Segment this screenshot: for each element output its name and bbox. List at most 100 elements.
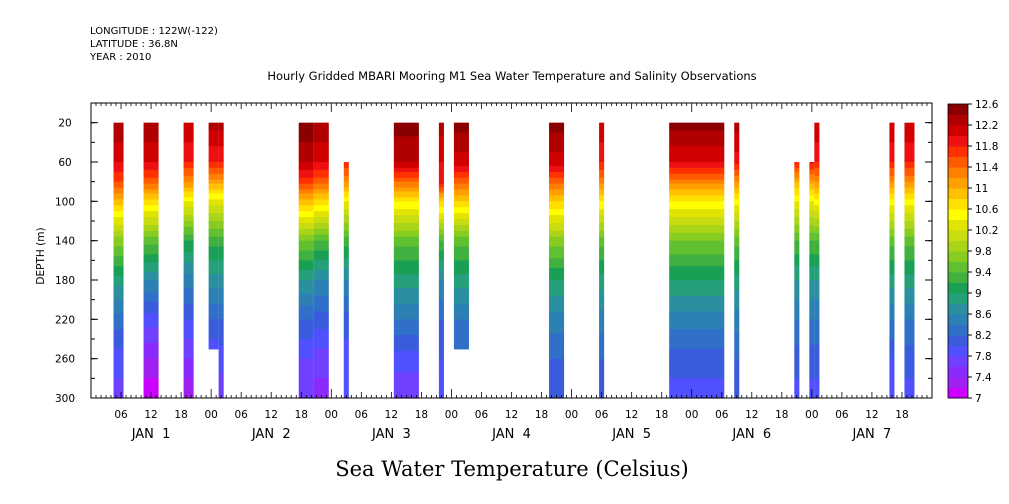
data-cell [453,313,469,316]
data-cell [438,224,444,228]
data-cell [549,352,565,356]
data-cell [113,193,124,197]
data-cell [549,342,565,346]
data-cell [143,368,159,372]
data-cell [889,329,895,332]
data-cell [298,128,314,132]
data-cell [904,158,915,161]
data-cell [438,146,444,149]
data-cell [904,140,915,143]
data-cell [549,364,565,368]
data-cell [113,132,124,136]
data-cell [669,234,725,238]
data-cell [669,132,725,136]
data-cell [343,230,349,234]
data-cell [904,207,915,210]
data-cell [889,219,895,222]
data-cell [734,163,740,167]
data-cell [298,213,314,216]
data-cell [814,150,820,153]
data-cell [889,215,895,218]
data-cell [438,337,444,340]
data-cell [549,305,565,309]
data-cell [814,392,820,395]
data-cell [343,344,349,348]
data-cell [453,256,469,259]
data-cell [393,152,419,155]
data-cell [393,362,419,366]
data-cell [313,230,329,234]
data-cell [794,242,800,246]
data-cell [794,205,800,208]
data-cell [599,285,605,289]
data-cell [183,238,194,242]
data-cell [298,126,314,130]
data-cell [904,358,915,362]
data-cell [669,213,725,216]
data-cell [669,254,725,257]
data-cell [669,321,725,324]
data-cell [549,238,565,242]
data-cell [814,197,820,200]
data-cell [889,234,895,238]
data-cell [734,327,740,330]
data-cell [904,185,915,189]
data-cell [113,144,124,147]
data-cell [453,276,469,279]
data-cell [734,199,740,202]
data-cell [549,321,565,324]
data-cell [143,313,159,316]
data-cell [549,193,565,197]
data-cell [599,289,605,293]
data-cell [208,337,219,340]
data-cell [183,221,194,224]
data-cell [393,207,419,210]
data-cell [438,289,444,293]
data-cell [393,358,419,362]
data-cell [453,199,469,202]
data-cell [549,232,565,236]
data-cell [438,376,444,379]
data-cell [904,205,915,208]
data-cell [438,364,444,368]
data-cell [183,250,194,254]
data-cell [313,378,329,381]
data-cell [183,146,194,149]
data-cell [599,250,605,254]
data-cell [794,270,800,273]
data-cell [814,256,820,259]
data-cell [313,195,329,198]
data-cell [904,374,915,377]
data-cell [298,228,314,232]
data-cell [599,215,605,218]
data-cell [218,315,224,318]
data-cell [889,313,895,316]
data-cell [809,252,815,256]
data-cell [809,276,815,279]
data-cell [313,337,329,340]
data-cell [438,205,444,208]
data-cell [453,183,469,187]
data-cell [298,285,314,289]
data-cell [889,150,895,153]
data-cell [904,162,915,165]
data-cell [393,386,419,389]
data-cell [113,162,124,165]
data-cell [734,152,740,155]
data-cell [183,158,194,161]
data-cell [208,193,219,197]
data-cell [113,122,124,126]
data-cell [794,217,800,220]
data-cell [298,374,314,377]
data-cell [809,219,815,222]
data-cell [904,307,915,311]
data-cell [453,234,469,238]
data-cell [814,219,820,222]
data-cell [298,348,314,352]
data-cell [599,144,605,147]
data-cell [889,285,895,289]
data-cell [889,272,895,275]
data-cell [143,329,159,332]
data-cell [393,158,419,161]
data-cell [549,152,565,155]
